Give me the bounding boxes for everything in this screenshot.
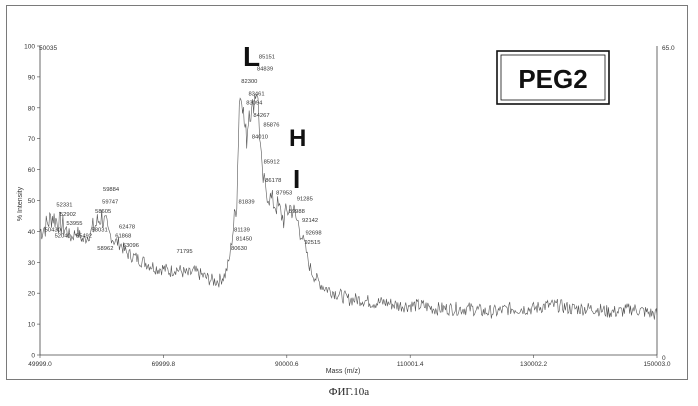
right-axis-bottom-label: 0 [662,355,666,362]
y-tick-label: 30 [28,260,36,267]
peak-label: 63096 [123,243,139,249]
x-tick-label: 130002.2 [520,361,547,368]
x-axis-label: Mass (m/z) [326,368,361,375]
peg2-label: PEG2 [518,64,587,94]
x-tick-label: 110001.4 [397,361,424,368]
peak-label: 83461 [248,91,264,97]
annotation-l: L [243,41,260,72]
peak-label: 89988 [289,209,305,215]
peak-label: 81450 [236,237,252,243]
x-tick-label: 69999.8 [152,361,176,368]
peak-label: 58605 [95,209,111,215]
peak-label: 58031 [92,227,108,233]
peak-label: 92142 [302,218,318,224]
annotation-h: H [289,125,306,152]
y-tick-label: 100 [24,44,35,51]
peak-label: 52040 [55,234,71,240]
peak-label: 81139 [234,227,250,233]
peak-label: 86178 [265,178,281,184]
mass-spectrum-chart: 0 10 20 30 40 50 60 70 80 90 100 49999.0 69999.8 9000… [7,6,689,381]
peak-label: 52331 [56,203,72,209]
right-axis-top-label: 65.0 [662,45,675,52]
peak-label: 85151 [259,54,275,60]
peak-label: 58962 [97,246,113,252]
peak-labels: 8515184839823008346183094842678587684010… [45,54,322,255]
spectrum-line [40,95,657,320]
y-tick-label: 70 [28,136,36,143]
annotation-i: I [293,164,300,194]
y-tick-label: 40 [28,229,36,236]
peak-label: 55492 [76,234,92,240]
y-tick-label: 80 [28,105,36,112]
peak-label: 85912 [264,159,280,165]
chart-frame: 0 10 20 30 40 50 60 70 80 90 100 49999.0 69999.8 9000… [6,5,688,380]
y-tick-label: 0 [31,353,35,360]
peak-label: 59884 [103,187,120,193]
peak-label: 83094 [246,101,263,107]
peak-label: 50430 [45,227,61,233]
y-axis-label: % Intensity [17,186,24,221]
peak-label: 71795 [176,249,192,255]
y-tick-label: 20 [28,291,36,298]
x-tick-label: 90000.6 [275,361,299,368]
x-tick-label: 49999.0 [28,361,52,368]
peak-label: 84010 [252,135,268,141]
y-tick-label: 50 [28,198,36,205]
peak-label: 85876 [263,122,279,128]
peak-label: 84267 [253,113,269,119]
figure-caption: ФИГ.10а [0,386,698,398]
y-tick-label: 60 [28,167,36,174]
peak-label: 81839 [238,200,254,206]
peak-label: 80630 [231,246,247,252]
plot-area [40,95,657,320]
peak-label: 52902 [60,212,76,218]
peak-label: 92515 [304,240,320,246]
y-tick-label: 10 [28,322,36,329]
peak-label: 59747 [102,200,118,206]
peak-label: 87953 [276,190,292,196]
peak-label: 62478 [119,224,135,230]
peak-label: 53955 [66,221,82,227]
peak-label: 61868 [115,234,131,240]
y-tick-label: 90 [28,74,36,81]
peak-label: 91285 [297,197,313,203]
peak-label: 92698 [305,230,321,236]
x-tick-label: 150003.0 [643,361,670,368]
peak-label: 82300 [241,79,257,85]
peg2-label-box: PEG2 [497,51,609,104]
top-left-value: 50035 [39,45,57,52]
